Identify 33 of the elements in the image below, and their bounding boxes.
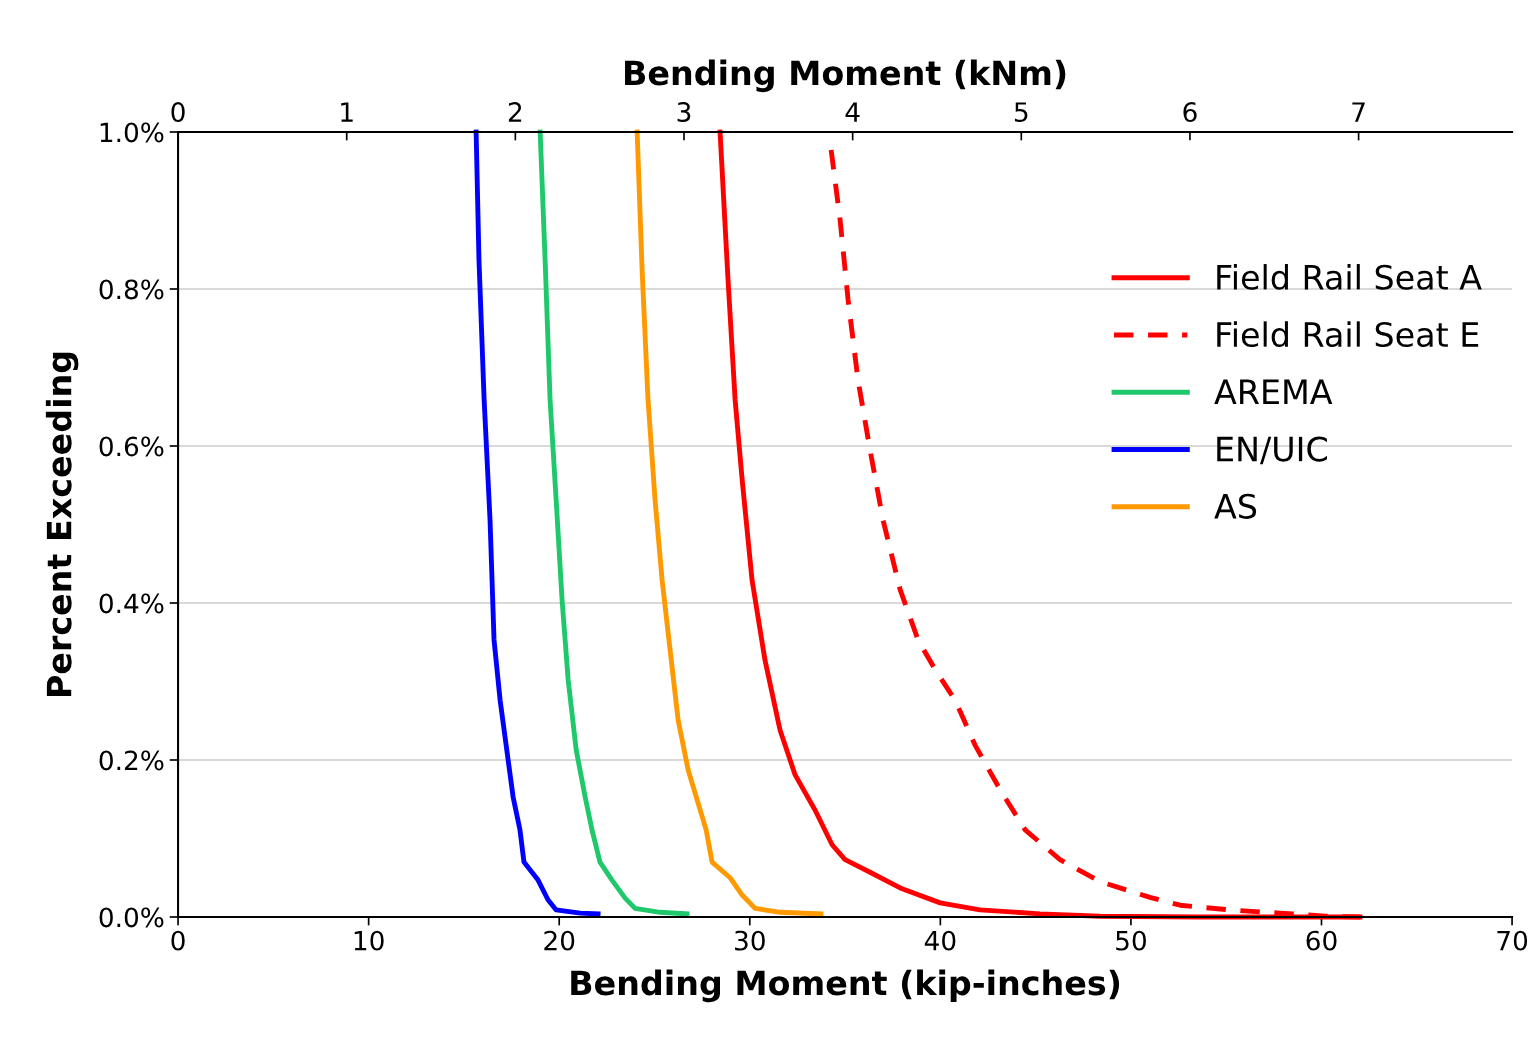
x2-tick-label: 0 [171,102,185,123]
x-tick-label: 0 [171,930,185,951]
legend-label: Field Rail Seat E [1217,321,1479,348]
x2-tick-label: 1 [341,102,353,122]
x-tick-label: 40 [924,930,956,951]
y-tick-label: 0.8% [99,279,164,300]
x2-tick-label: 3 [677,102,691,123]
y-tick-label: 0.2% [99,750,164,771]
y-tick-label: 0.0% [99,907,164,928]
legend-label: EN/UIC [1217,436,1327,465]
x-tick-label: 60 [1306,930,1337,951]
x2-tick-label: 5 [1014,102,1028,123]
line-series [537,129,690,917]
x-axis-title: Bending Moment (kip-inches) [571,969,1120,1003]
x2-tick-label: 4 [845,102,860,122]
x2-tick-label: 7 [1352,102,1365,122]
y-tick-label: 0.4% [99,593,164,614]
legend-label: AREMA [1214,379,1333,404]
line-series [473,129,601,917]
x2-axis-title: Bending Moment (kNm) [625,59,1066,93]
x2-tick-label: 2 [508,102,522,122]
x-tick-label: 50 [1116,930,1146,951]
y-axis-title: Percent Exceeding [45,352,79,697]
x-tick-label: 70 [1497,930,1528,951]
x-tick-label: 10 [354,930,384,951]
x2-tick-label: 6 [1183,102,1197,123]
legend-label: AS [1214,493,1257,519]
legend-label: Field Rail Seat A [1217,264,1482,290]
y-tick-label: 0.6% [99,436,164,457]
x-tick-label: 30 [735,930,765,951]
y-tick-label: 1.0% [100,122,164,143]
line-series [634,129,824,917]
x-tick-label: 20 [544,930,575,951]
